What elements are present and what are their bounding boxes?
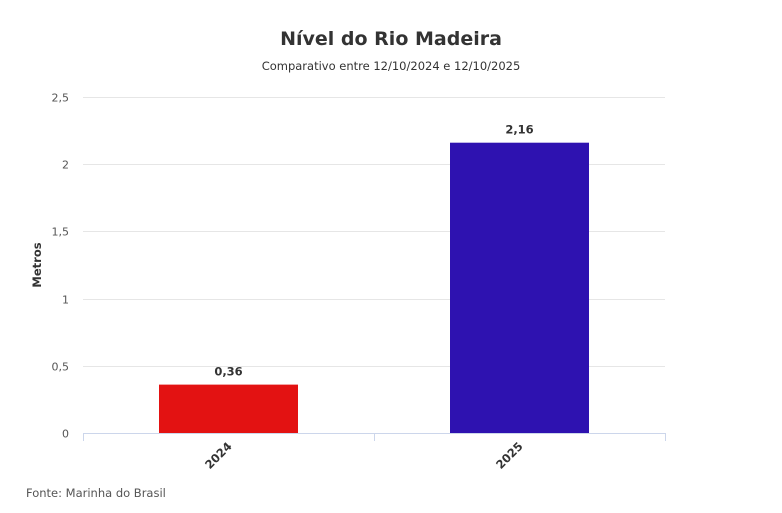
bar-2025 [450, 142, 589, 434]
data-label-2025: 2,16 [505, 123, 533, 137]
source-note: Fonte: Marinha do Brasil [26, 486, 166, 500]
data-label-2024: 0,36 [214, 365, 242, 379]
y-tick-label: 2,5 [52, 92, 70, 105]
y-axis-ticks: 0 0,5 1 1,5 2 2,5 [52, 92, 70, 441]
x-category-label: 2025 [493, 439, 526, 472]
y-tick-label: 1 [62, 294, 69, 307]
y-axis-label: Metros [30, 242, 44, 287]
y-tick-label: 2 [62, 159, 69, 172]
chart-title: Nível do Rio Madeira [280, 28, 502, 50]
data-labels: 0,36 2,16 [214, 123, 533, 379]
y-tick-label: 1,5 [52, 226, 70, 239]
bar-2024 [159, 384, 298, 433]
chart-subtitle: Comparativo entre 12/10/2024 e 12/10/202… [261, 59, 521, 73]
x-axis-categories: 2024 2025 [202, 439, 526, 472]
x-category-label: 2024 [202, 439, 235, 472]
y-tick-label: 0,5 [52, 361, 70, 374]
y-tick-label: 0 [62, 428, 69, 441]
x-axis-ticks [83, 433, 666, 441]
bars [159, 142, 589, 434]
